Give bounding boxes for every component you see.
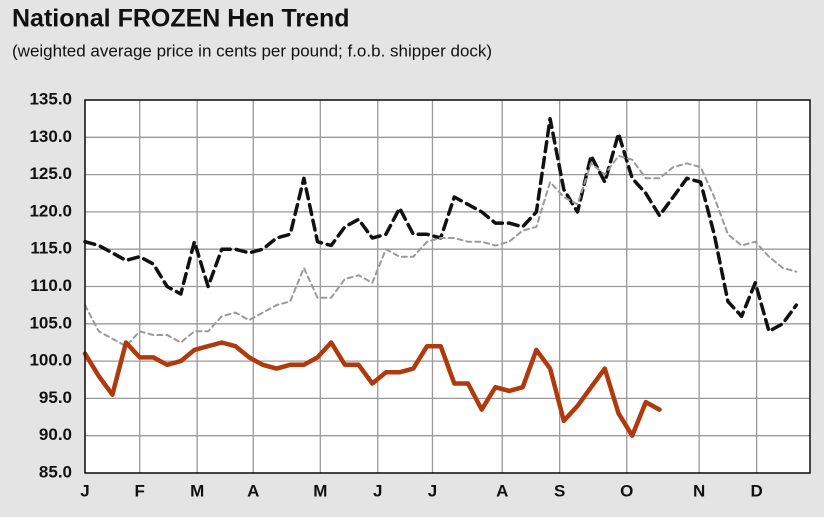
- y-tick-label: 115.0: [30, 239, 72, 258]
- y-tick-label: 120.0: [29, 201, 72, 220]
- line-series: [84, 154, 798, 348]
- chart-title: National FROZEN Hen Trend: [12, 5, 350, 33]
- x-tick-label: N: [693, 481, 705, 500]
- x-tick-label: J: [428, 481, 437, 500]
- y-tick-label: 105.0: [29, 313, 72, 332]
- x-tick-label: A: [496, 481, 508, 500]
- y-tick-label: 95.0: [39, 388, 72, 407]
- chart-subtitle: (weighted average price in cents per pou…: [12, 41, 492, 60]
- x-tick-label: A: [247, 481, 259, 500]
- x-tick-label: J: [373, 481, 382, 500]
- x-tick-label: D: [751, 481, 763, 500]
- y-tick-label: 90.0: [39, 425, 72, 444]
- y-tick-label: 135.0: [29, 89, 72, 108]
- y-tick-label: 110.0: [30, 276, 72, 295]
- x-tick-label: M: [313, 481, 327, 500]
- x-tick-label: O: [620, 481, 633, 500]
- y-tick-label: 85.0: [39, 462, 72, 481]
- x-tick-label: S: [554, 481, 565, 500]
- y-tick-label: 130.0: [29, 127, 72, 146]
- x-tick-label: M: [190, 481, 204, 500]
- x-tick-label: F: [135, 481, 145, 500]
- x-tick-label: J: [80, 481, 89, 500]
- y-tick-label: 125.0: [29, 164, 72, 183]
- line-series: [82, 340, 662, 438]
- plot-border: [84, 99, 811, 474]
- y-tick-label: 100.0: [29, 351, 72, 370]
